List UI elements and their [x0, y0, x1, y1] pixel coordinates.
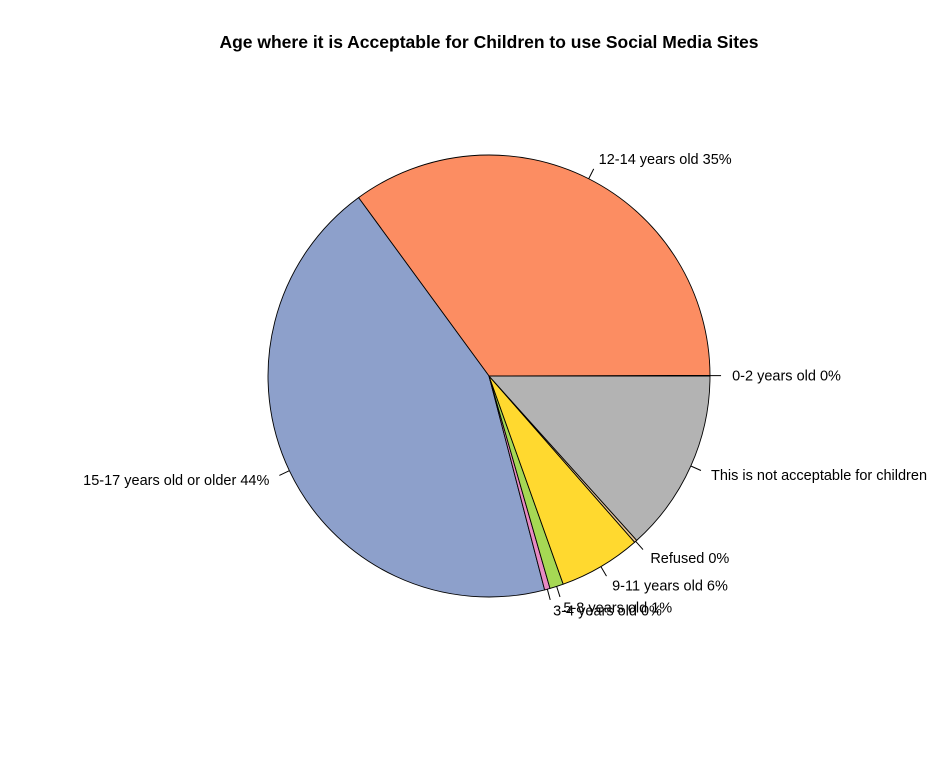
slice-label-12-14-years-old: 12-14 years old 35% — [599, 152, 732, 168]
pie-slice-this-is-not-acceptable-for-children — [488, 375, 711, 541]
leader-line-this-is-not-acceptable-for-children — [690, 465, 702, 471]
leader-line-5-8-years-old — [556, 586, 561, 598]
pie-slice-15-17-years-old-or-older — [267, 197, 546, 598]
slice-label-0-2-years-old: 0-2 years old 0% — [732, 369, 841, 385]
pie-slice-12-14-years-old — [358, 154, 711, 377]
leader-line-12-14-years-old — [588, 168, 595, 179]
slice-label-5-8-years-old: 5-8 years old 1% — [563, 600, 672, 616]
slice-label-9-11-years-old: 9-11 years old 6% — [612, 579, 728, 595]
leader-line-3-4-years-old — [546, 589, 551, 600]
slice-label-15-17-years-old-or-older: 15-17 years old or older 44% — [83, 473, 269, 489]
slice-label-refused: Refused 0% — [650, 551, 729, 567]
slice-label-3-4-years-old: 3-4 years old 0% — [553, 603, 662, 619]
pie-slices — [267, 154, 711, 598]
chart-title: Age where it is Acceptable for Children … — [219, 32, 758, 52]
slice-label-this-is-not-acceptable-for-children: This is not acceptable for children — [711, 468, 927, 484]
slice-labels: 0-2 years old 0% 12-14 years old 35% 15-17… — [83, 152, 927, 619]
leader-line-15-17-years-old-or-older — [279, 470, 290, 476]
leader-line-9-11-years-old — [600, 566, 607, 577]
leader-line-refused — [635, 540, 644, 550]
